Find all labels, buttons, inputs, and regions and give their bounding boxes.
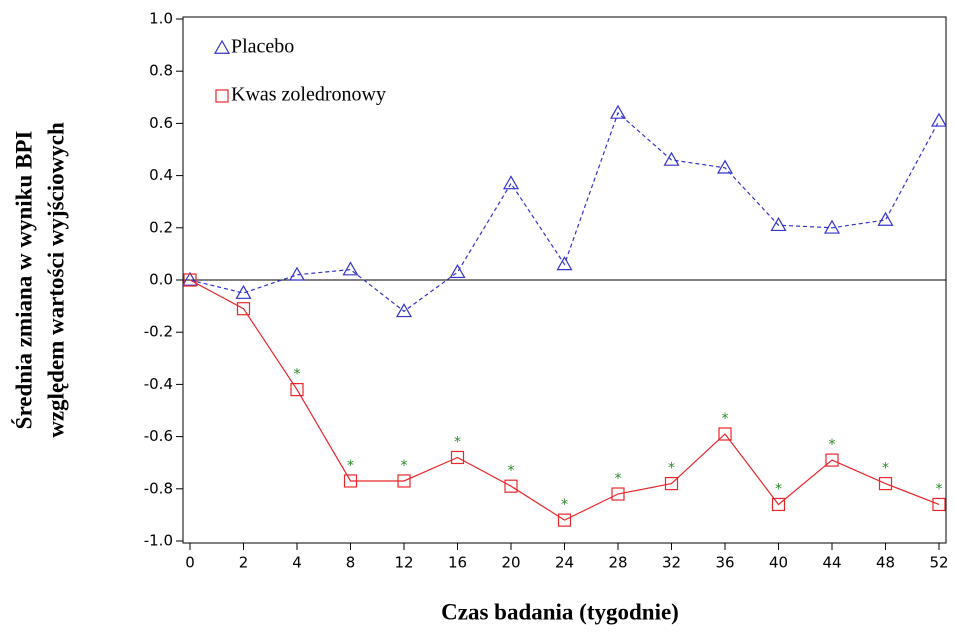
marker (930, 112, 948, 127)
marker (611, 487, 625, 501)
marker (609, 104, 627, 119)
marker (397, 474, 411, 488)
marker (823, 219, 841, 234)
y-axis-title: względem wartości wyjściowych (43, 122, 68, 438)
marker (342, 261, 359, 276)
marker (450, 450, 465, 465)
marker (663, 151, 680, 166)
y-tick-label: 0.4 (149, 166, 173, 184)
y-tick-label: -0.2 (144, 323, 173, 341)
significance-marker: * (615, 471, 622, 487)
marker (878, 476, 893, 491)
significance-marker: * (294, 367, 301, 383)
legend-label: Placebo (231, 36, 294, 58)
marker (825, 453, 839, 467)
significance-marker: * (882, 461, 889, 477)
marker (718, 427, 732, 441)
x-tick-label: 32 (662, 554, 681, 572)
marker (557, 513, 572, 527)
marker (395, 303, 413, 318)
legend-marker (215, 89, 229, 103)
x-tick-label: 40 (769, 554, 788, 572)
x-tick-label: 28 (608, 554, 627, 572)
marker (502, 175, 520, 190)
y-tick-label: -0.4 (144, 375, 173, 393)
marker (236, 302, 251, 316)
significance-marker: * (401, 458, 408, 474)
x-tick-label: 20 (501, 554, 520, 572)
y-tick-label: 0.8 (149, 62, 173, 80)
marker (290, 383, 304, 397)
legend-label: Kwas zoledronowy (231, 84, 386, 106)
marker (770, 216, 787, 232)
y-tick-label: -0.6 (144, 427, 173, 445)
x-axis-title: Czas badania (tygodnie) (441, 599, 679, 624)
x-tick-label: 2 (239, 554, 249, 572)
marker (449, 263, 466, 279)
y-tick-label: -0.8 (144, 479, 173, 497)
significance-marker: * (508, 463, 515, 479)
x-tick-label: 44 (822, 554, 841, 572)
x-tick-label: 16 (448, 554, 467, 572)
significance-marker: * (454, 434, 461, 450)
x-tick-label: 0 (185, 554, 195, 572)
y-tick-label: 0.6 (149, 114, 173, 132)
marker (183, 273, 197, 287)
marker (771, 497, 786, 512)
significance-marker: * (347, 458, 354, 474)
significance-marker: * (561, 497, 568, 513)
marker (877, 211, 894, 226)
legend-marker (213, 39, 231, 54)
marker (235, 284, 252, 299)
x-tick-label: 24 (555, 554, 574, 572)
significance-marker: * (722, 411, 729, 427)
marker (556, 256, 573, 271)
y-tick-label: 1.0 (149, 10, 173, 28)
x-tick-label: 8 (346, 554, 356, 572)
series-line (189, 111, 940, 313)
marker (181, 271, 199, 286)
marker (288, 266, 306, 281)
significance-marker: * (775, 481, 782, 497)
significance-marker: * (829, 437, 836, 453)
marker (716, 159, 734, 174)
x-tick-label: 48 (876, 554, 895, 572)
x-tick-label: 36 (715, 554, 734, 572)
x-tick-label: 4 (292, 554, 302, 572)
significance-marker: * (936, 481, 943, 497)
x-tick-label: 12 (394, 554, 413, 572)
marker (343, 474, 358, 488)
x-tick-label: 52 (929, 554, 948, 572)
marker (932, 497, 946, 512)
series-line (189, 279, 940, 521)
y-tick-label: 0.2 (149, 218, 173, 236)
y-tick-label: 0.0 (149, 271, 173, 289)
significance-marker: * (668, 461, 675, 477)
y-tick-label: -1.0 (144, 532, 173, 550)
y-axis-title: Średnia zmiana w wyniku BPI (10, 131, 36, 430)
marker (504, 479, 518, 493)
marker (664, 476, 679, 491)
